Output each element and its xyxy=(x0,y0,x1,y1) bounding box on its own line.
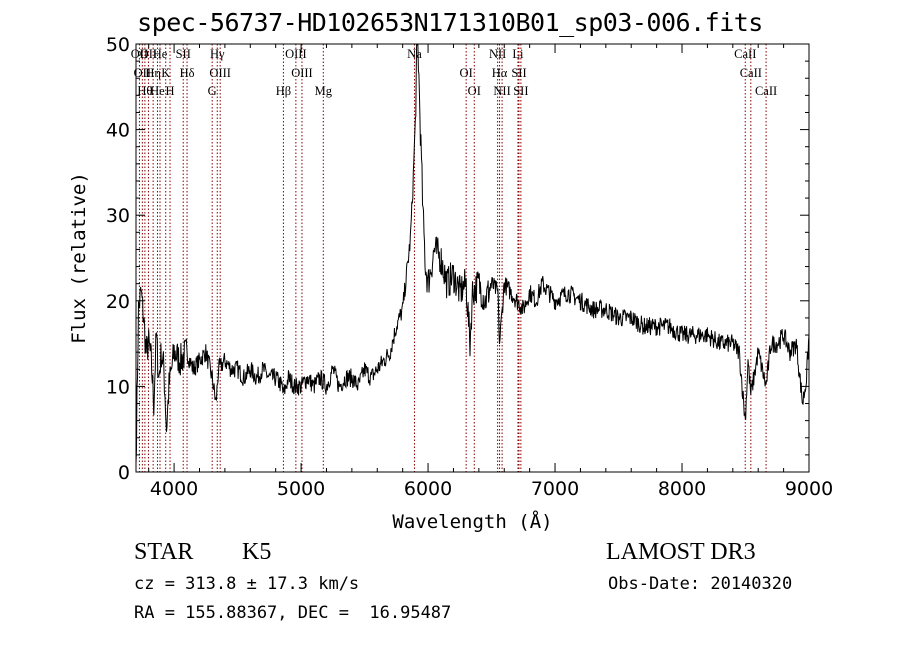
x-tick-label: 7000 xyxy=(531,478,579,500)
y-tick-label: 40 xyxy=(106,120,130,142)
obs-date-text: Obs-Date: 20140320 xyxy=(608,574,793,594)
y-axis-label: Flux (relative) xyxy=(68,172,90,344)
line-label: OIII xyxy=(285,47,307,61)
spectrum-line xyxy=(135,44,810,464)
y-tick-label: 30 xyxy=(106,205,130,227)
y-tick-label: 20 xyxy=(106,291,130,313)
emission-line-markers xyxy=(138,44,767,472)
x-tick-label: 8000 xyxy=(658,478,706,500)
line-label: He xyxy=(153,47,168,61)
emission-line-labels: OIIOIIHθOIIHηHeHeKHSIIHδGHγOIIIHβOIIIOII… xyxy=(131,47,777,98)
line-label: Hα xyxy=(492,66,508,80)
line-label: Mg xyxy=(315,84,333,98)
line-label: OIII xyxy=(209,66,231,80)
y-tick-label: 0 xyxy=(118,462,130,484)
line-label: OI xyxy=(468,84,481,98)
line-label: OII xyxy=(131,47,148,61)
line-label: OI xyxy=(460,66,473,80)
x-tick-label: 4000 xyxy=(150,478,198,500)
class-label: STAR xyxy=(134,539,194,565)
y-tick-label: 10 xyxy=(106,376,130,398)
axis-ticks: 4000 5000 6000 7000 8000 9000 0 10 20 30 40 50 xyxy=(106,34,833,500)
line-label: OIII xyxy=(291,66,313,80)
line-label: SII xyxy=(176,47,191,61)
y-tick-label: 50 xyxy=(106,34,130,56)
radec-text: RA = 155.88367, DEC = 16.95487 xyxy=(134,603,452,623)
redshift-text: cz = 313.8 ± 17.3 km/s xyxy=(134,574,360,594)
line-label: Hγ xyxy=(210,47,225,61)
line-label: H xyxy=(166,84,175,98)
line-label: NII xyxy=(489,47,506,61)
line-label: He xyxy=(150,84,165,98)
line-label: G xyxy=(208,84,217,98)
line-label: SII xyxy=(513,84,528,98)
plot-frame xyxy=(135,43,810,473)
x-axis-label: Wavelength (Å) xyxy=(392,510,552,533)
x-tick-label: 6000 xyxy=(404,478,452,500)
line-label: CaII xyxy=(755,84,777,98)
survey-label: LAMOST DR3 xyxy=(606,539,756,565)
line-label: Hδ xyxy=(180,66,195,80)
line-label: OII xyxy=(134,66,151,80)
subclass-label: K5 xyxy=(242,539,272,565)
line-label: Hθ xyxy=(137,84,152,98)
line-label: Hβ xyxy=(276,84,291,98)
line-label: Na xyxy=(407,47,422,61)
line-label: Hη xyxy=(145,66,161,80)
line-label: SII xyxy=(511,66,526,80)
chart-title: spec-56737-HD102653N171310B01_sp03-006.f… xyxy=(137,8,763,37)
line-label: K xyxy=(161,66,170,80)
x-tick-label: 5000 xyxy=(277,478,325,500)
line-label: NII xyxy=(493,84,510,98)
line-label: Li xyxy=(512,47,524,61)
line-label: CaII xyxy=(734,47,756,61)
line-label: CaII xyxy=(740,66,762,80)
line-label: OII xyxy=(140,47,157,61)
x-tick-label: 9000 xyxy=(785,478,833,500)
